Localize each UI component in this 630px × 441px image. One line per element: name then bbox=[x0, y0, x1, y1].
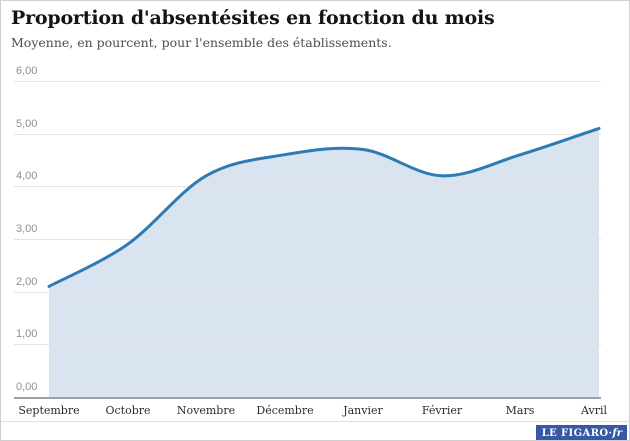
y-tick-label: 4,00 bbox=[16, 170, 38, 182]
gridline bbox=[14, 239, 601, 240]
area-fill bbox=[49, 128, 599, 397]
y-tick-label: 5,00 bbox=[16, 118, 38, 130]
x-tick-label: Décembre bbox=[256, 404, 314, 417]
gridline bbox=[14, 186, 601, 187]
gridline bbox=[14, 344, 601, 345]
chart-subtitle: Moyenne, en pourcent, pour l'ensemble de… bbox=[11, 35, 392, 50]
y-tick-label: 6,00 bbox=[16, 65, 38, 77]
x-tick-label: Avril bbox=[580, 404, 607, 417]
x-tick-label: Mars bbox=[505, 404, 535, 417]
lefigaro-logo-suffix: fr bbox=[612, 428, 622, 439]
y-tick-label: 3,00 bbox=[16, 223, 38, 235]
page-title: Proportion d'absentésites en fonction du… bbox=[11, 7, 495, 29]
gridline bbox=[14, 292, 601, 293]
lefigaro-logo[interactable]: LE FIGARO·fr bbox=[535, 425, 627, 440]
x-tick-label: Janvier bbox=[343, 404, 383, 417]
x-tick-label: Octobre bbox=[105, 404, 151, 417]
x-tick-label: Février bbox=[421, 404, 463, 417]
x-tick-label: Septembre bbox=[18, 404, 80, 417]
y-tick-label: 1,00 bbox=[16, 328, 38, 340]
x-tick-label: Novembre bbox=[176, 404, 236, 417]
footer-divider bbox=[1, 421, 629, 422]
lefigaro-logo-text: LE FIGARO bbox=[541, 428, 609, 439]
gridline bbox=[14, 134, 601, 135]
lefigaro-logo-dot: · bbox=[608, 428, 613, 439]
y-tick-label: 0,00 bbox=[16, 381, 38, 393]
x-axis-line bbox=[14, 397, 601, 399]
series-line bbox=[47, 126, 601, 288]
y-tick-label: 2,00 bbox=[16, 276, 38, 288]
gridline bbox=[14, 81, 601, 82]
